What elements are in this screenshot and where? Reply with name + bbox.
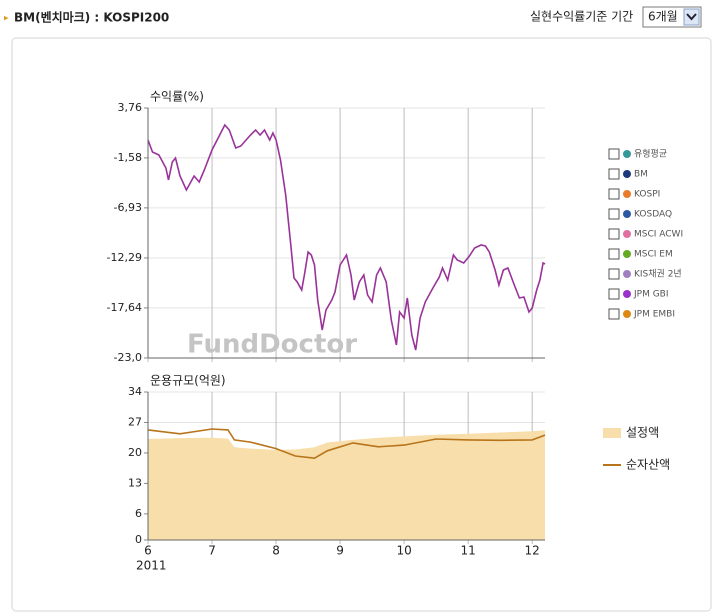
axis-title: 운용규모(억원) (150, 374, 226, 388)
select-arrow-box[interactable] (683, 8, 700, 26)
x-tick-label: 8 (272, 544, 280, 558)
line (147, 123, 546, 351)
checkbox[interactable] (608, 268, 620, 280)
legend-label: 순자산액 (626, 458, 670, 472)
x-tick-label: 7 (208, 544, 216, 558)
header-title: BM(벤치마크) : KOSPI200 (14, 10, 169, 25)
x-tick-label: 10 (396, 544, 411, 558)
axis-title: 수익률(%) (150, 90, 204, 104)
checkbox[interactable] (608, 288, 620, 300)
option-dot (623, 270, 631, 278)
checkbox[interactable] (608, 208, 620, 220)
checkbox[interactable] (608, 228, 620, 240)
checkbox[interactable] (608, 148, 620, 160)
y-tick-label: -23,0 (114, 351, 142, 364)
y-tick-label: 20 (128, 446, 142, 459)
option-dot (623, 310, 631, 318)
option-label[interactable]: BM (634, 170, 648, 180)
option-label[interactable]: KOSDAQ (634, 210, 672, 220)
option-label[interactable]: KIS채권 2년 (634, 268, 682, 280)
option-dot (623, 230, 631, 238)
y-tick-label: 34 (128, 385, 142, 398)
x-tick-label: 6 (144, 544, 152, 558)
option-dot (623, 210, 631, 218)
checkbox[interactable] (608, 308, 620, 320)
checkbox[interactable] (608, 248, 620, 260)
y-tick-label: -17,64 (107, 301, 142, 314)
x-annotation: 2011 (136, 559, 167, 573)
period-select[interactable]: 6개월 (642, 6, 702, 28)
option-dot (623, 170, 631, 178)
y-tick-label: -6,93 (114, 201, 142, 214)
option-label[interactable]: JPM EMBI (633, 310, 675, 320)
y-tick-label: 13 (128, 476, 142, 489)
x-tick-label: 9 (336, 544, 344, 558)
watermark: FundDoctor (187, 330, 357, 360)
option-label[interactable]: JPM GBI (633, 290, 669, 300)
legend-swatch (603, 428, 621, 438)
panel-border (11, 37, 712, 612)
option-dot (623, 150, 631, 158)
y-tick-label: -1,58 (114, 151, 142, 164)
select-arrow[interactable] (686, 13, 697, 21)
x-tick-label: 11 (461, 544, 476, 558)
x-tick-label: 12 (525, 544, 540, 558)
y-tick-label: 0 (135, 533, 142, 546)
checkbox[interactable] (608, 168, 620, 180)
option-label[interactable]: MSCI ACWI (634, 230, 683, 240)
option-label[interactable]: KOSPI (634, 190, 660, 200)
y-tick-label: -12,29 (107, 251, 142, 264)
bullet: ▸ (4, 14, 9, 24)
option-dot (623, 250, 631, 258)
y-tick-label: 6 (135, 507, 142, 520)
area (148, 430, 545, 540)
y-tick-label: 3,76 (118, 101, 143, 114)
checkbox[interactable] (608, 188, 620, 200)
option-dot (623, 190, 631, 198)
select-value[interactable]: 6개월 (648, 10, 678, 24)
option-label[interactable]: 유형평균 (634, 149, 667, 160)
option-dot (623, 290, 631, 298)
line (147, 428, 546, 460)
legend-label: 설정액 (626, 426, 659, 440)
period-label: 실현수익률기준 기간 (530, 10, 633, 24)
option-label[interactable]: MSCI EM (634, 250, 673, 260)
y-tick-label: 27 (128, 415, 142, 428)
